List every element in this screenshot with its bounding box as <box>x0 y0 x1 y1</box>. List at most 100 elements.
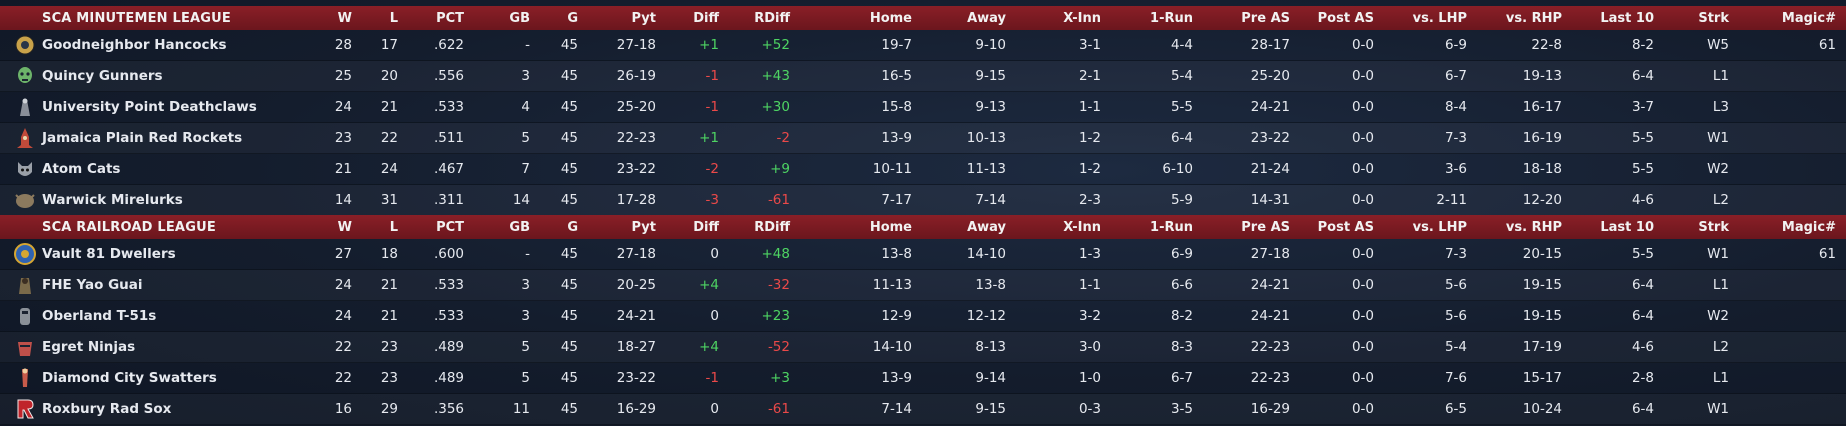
cell-away: 12-12 <box>966 308 1006 324</box>
team-row[interactable]: Quincy Gunners 25 20 .556 3 45 26-19 -1 +43 16-5 9… <box>0 61 1846 92</box>
cell-gb: - <box>525 37 530 53</box>
cell-1-run: 6-6 <box>1170 277 1193 293</box>
cell-gb: 3 <box>521 68 530 84</box>
cell-home: 7-14 <box>881 401 912 417</box>
league-title: SCA MINUTEMEN LEAGUE <box>42 10 232 26</box>
cell-strk: W1 <box>1707 401 1729 417</box>
team-row[interactable]: Oberland T-51s 24 21 .533 3 45 24-21 0 +23 12-9 12… <box>0 301 1846 332</box>
cell-w: 24 <box>334 99 352 115</box>
team-name[interactable]: Atom Cats <box>42 161 121 177</box>
cell-w: 16 <box>334 401 352 417</box>
cell-post-as: 0-0 <box>1351 68 1374 84</box>
cell-l: 20 <box>380 68 398 84</box>
cell-post-as: 0-0 <box>1351 192 1374 208</box>
cell-last-10: 8-2 <box>1631 37 1654 53</box>
league-section: SCA RAILROAD LEAGUE W L PCT GB G Pyt Diff RDiff H… <box>0 215 1846 425</box>
team-row[interactable]: Warwick Mirelurks 14 31 .311 14 45 17-28 -3 -61 7… <box>0 185 1846 216</box>
cell-vs-lhp: 7-3 <box>1444 130 1467 146</box>
cell-pct: .556 <box>433 68 464 84</box>
cell-last-10: 5-5 <box>1631 161 1654 177</box>
cell-pre-as: 24-21 <box>1250 277 1290 293</box>
cell-away: 9-15 <box>975 68 1006 84</box>
column-header-rdiff: RDiff <box>754 219 790 235</box>
column-header-strk: Strk <box>1698 219 1729 235</box>
team-name[interactable]: Jamaica Plain Red Rockets <box>42 130 243 146</box>
cell-l: 24 <box>380 161 398 177</box>
cell-pre-as: 27-18 <box>1250 246 1290 262</box>
cell-post-as: 0-0 <box>1351 339 1374 355</box>
cell-l: 21 <box>380 277 398 293</box>
cell-gb: 3 <box>521 308 530 324</box>
cell-magic <box>1746 301 1836 331</box>
cell-diff: +1 <box>699 130 719 146</box>
cell-post-as: 0-0 <box>1351 401 1374 417</box>
team-name[interactable]: Egret Ninjas <box>42 339 136 355</box>
team-name[interactable]: Goodneighbor Hancocks <box>42 37 227 53</box>
team-row[interactable]: Vault 81 Dwellers 27 18 .600 - 45 27-18 0 +48 13-… <box>0 239 1846 270</box>
team-row[interactable]: Roxbury Rad Sox 16 29 .356 11 45 16-29 0 -61 7-14… <box>0 394 1846 425</box>
cell-home: 13-8 <box>881 246 912 262</box>
column-header-pre-as: Pre AS <box>1241 10 1290 26</box>
hancocks-logo <box>15 35 35 55</box>
cell-home: 11-13 <box>872 277 912 293</box>
cell-strk: L1 <box>1712 370 1729 386</box>
team-row[interactable]: Atom Cats 21 24 .467 7 45 23-22 -2 +9 10-11 11-13 1… <box>0 154 1846 185</box>
team-name[interactable]: Oberland T-51s <box>42 308 157 324</box>
cell-post-as: 0-0 <box>1351 246 1374 262</box>
column-header-pct: PCT <box>436 10 464 26</box>
cell-g: 45 <box>560 99 578 115</box>
yao-guai-logo <box>19 278 31 294</box>
column-header-post-as: Post AS <box>1317 10 1374 26</box>
team-name[interactable]: Vault 81 Dwellers <box>42 246 176 262</box>
rad-sox-logo <box>17 399 34 419</box>
cell-diff: 0 <box>710 246 719 262</box>
team-name[interactable]: Roxbury Rad Sox <box>42 401 172 417</box>
team-name[interactable]: Warwick Mirelurks <box>42 192 183 208</box>
column-header-diff: Diff <box>693 10 719 26</box>
team-row[interactable]: Goodneighbor Hancocks 28 17 .622 - 45 27-18 +1 +… <box>0 30 1846 61</box>
cell-vs-rhp: 18-18 <box>1522 161 1562 177</box>
team-name[interactable]: University Point Deathclaws <box>42 99 257 115</box>
cell-x-inn: 2-1 <box>1078 68 1101 84</box>
cell-pyt: 17-28 <box>616 192 656 208</box>
mirelurks-logo <box>15 194 35 208</box>
cell-diff: +1 <box>699 37 719 53</box>
cell-last-10: 6-4 <box>1631 401 1654 417</box>
team-row[interactable]: Diamond City Swatters 22 23 .489 5 45 23-22 -1 +… <box>0 363 1846 394</box>
column-header-gb: GB <box>509 10 530 26</box>
cell-gb: 5 <box>521 370 530 386</box>
team-row[interactable]: University Point Deathclaws 24 21 .533 4 45 25… <box>0 92 1846 123</box>
column-header-vs-rhp: vs. RHP <box>1505 10 1562 26</box>
team-row[interactable]: Jamaica Plain Red Rockets 23 22 .511 5 45 22-2… <box>0 123 1846 154</box>
team-name[interactable]: FHE Yao Guai <box>42 277 143 293</box>
cell-away: 11-13 <box>966 161 1006 177</box>
team-row[interactable]: FHE Yao Guai 24 21 .533 3 45 20-25 +4 -32 11-13 13… <box>0 270 1846 301</box>
cell-1-run: 8-3 <box>1170 339 1193 355</box>
cell-l: 31 <box>380 192 398 208</box>
cell-last-10: 4-6 <box>1631 339 1654 355</box>
cell-x-inn: 1-2 <box>1078 161 1101 177</box>
team-name[interactable]: Quincy Gunners <box>42 68 163 84</box>
cell-vs-rhp: 10-24 <box>1522 401 1562 417</box>
cell-diff: -3 <box>705 192 719 208</box>
cell-strk: L2 <box>1712 192 1729 208</box>
cell-gb: - <box>525 246 530 262</box>
cell-g: 45 <box>560 192 578 208</box>
cell-pyt: 23-22 <box>616 161 656 177</box>
cell-home: 10-11 <box>872 161 912 177</box>
cell-pct: .511 <box>433 130 464 146</box>
column-header-diff: Diff <box>693 219 719 235</box>
cell-last-10: 2-8 <box>1631 370 1654 386</box>
cell-w: 14 <box>334 192 352 208</box>
cell-away: 13-8 <box>975 277 1006 293</box>
cell-away: 9-13 <box>975 99 1006 115</box>
cell-vs-lhp: 3-6 <box>1444 161 1467 177</box>
team-name[interactable]: Diamond City Swatters <box>42 370 217 386</box>
cell-g: 45 <box>560 308 578 324</box>
team-row[interactable]: Egret Ninjas 22 23 .489 5 45 18-27 +4 -52 14-10 8-… <box>0 332 1846 363</box>
cell-pct: .533 <box>433 99 464 115</box>
cell-g: 45 <box>560 277 578 293</box>
cell-rdiff: +3 <box>770 370 790 386</box>
cell-x-inn: 1-1 <box>1078 277 1101 293</box>
cell-vs-rhp: 20-15 <box>1522 246 1562 262</box>
